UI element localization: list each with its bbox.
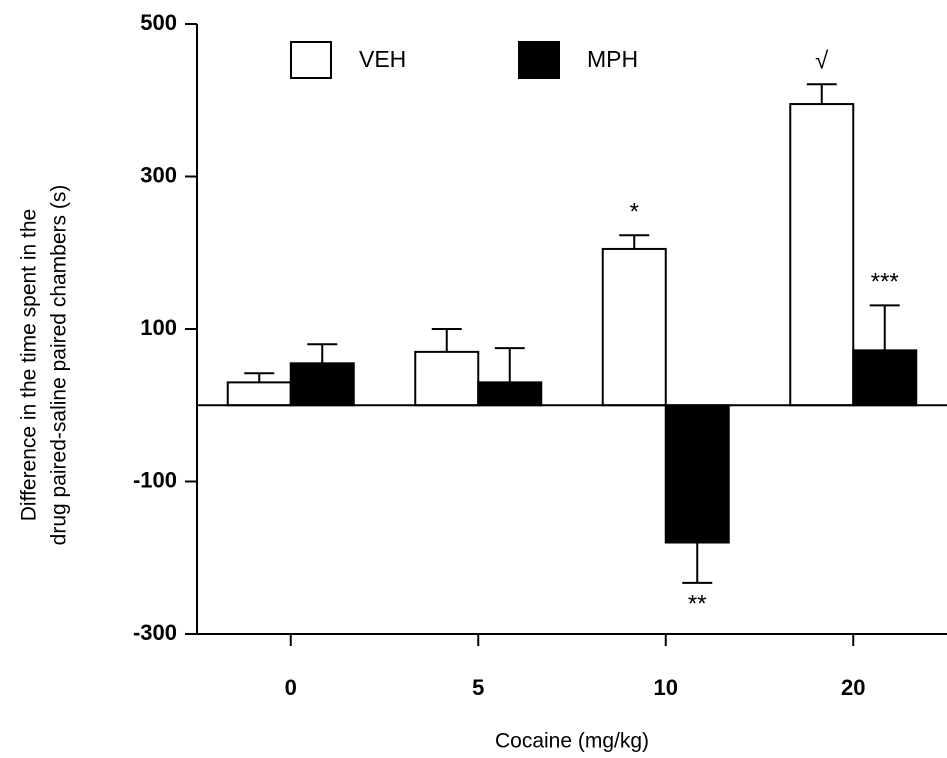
x-tick-label: 20 bbox=[841, 675, 865, 700]
y-tick-label: 300 bbox=[140, 162, 177, 187]
annotation: *** bbox=[871, 269, 899, 296]
bar bbox=[289, 362, 355, 407]
legend-label: VEH bbox=[359, 46, 406, 72]
y-tick-label: 500 bbox=[140, 10, 177, 35]
y-axis-label: drug paired-saline paired chambers (s) bbox=[48, 185, 71, 546]
bar bbox=[852, 349, 918, 407]
x-tick-label: 10 bbox=[654, 675, 678, 700]
annotation: √ bbox=[815, 48, 829, 75]
bar bbox=[226, 381, 292, 407]
bar bbox=[601, 247, 667, 407]
x-tick-label: 5 bbox=[472, 675, 484, 700]
y-tick-label: -100 bbox=[133, 467, 177, 492]
legend-label: MPH bbox=[587, 46, 638, 72]
bar bbox=[414, 350, 480, 407]
y-axis-label: Difference in the time spent in the bbox=[18, 209, 41, 521]
bar bbox=[664, 404, 730, 544]
legend-swatch bbox=[290, 41, 332, 79]
annotation: * bbox=[630, 199, 639, 226]
bar bbox=[477, 381, 543, 407]
bar bbox=[789, 103, 855, 407]
y-tick-label: -300 bbox=[133, 620, 177, 645]
annotation: ** bbox=[688, 590, 707, 617]
legend-swatch bbox=[518, 41, 560, 79]
x-axis-label: Cocaine (mg/kg) bbox=[495, 730, 649, 753]
x-tick-label: 0 bbox=[285, 675, 297, 700]
y-tick-label: 100 bbox=[140, 315, 177, 340]
